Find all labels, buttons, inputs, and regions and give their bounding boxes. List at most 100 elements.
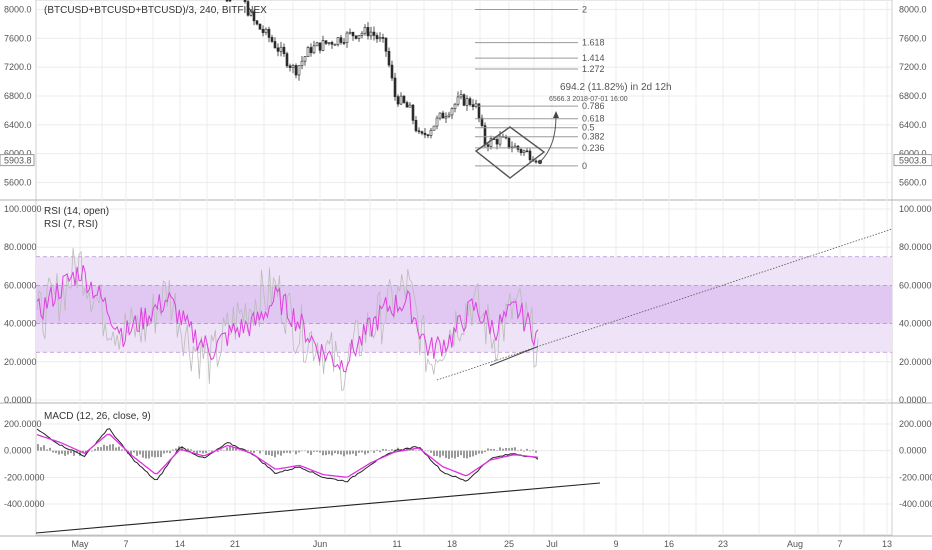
macd-hist-bar: [343, 450, 345, 457]
candle-body: [474, 103, 478, 107]
measure-subtext: 6566.3 2018-07-01 16:00: [549, 96, 628, 103]
rsi-tick-left: 0.0000: [4, 395, 32, 405]
macd-hist-bar: [502, 448, 504, 451]
measure-text: 694.2 (11.82%) in 2d 12h: [560, 82, 672, 93]
macd-hist-bar: [58, 450, 60, 455]
x-tick-label: 7: [837, 539, 842, 549]
price-tick-right: 6000.0: [899, 149, 927, 159]
rsi-tick-right: 0.0000: [899, 395, 927, 405]
candle-body: [423, 132, 427, 136]
macd-hist-bar: [388, 450, 390, 451]
candle-body: [336, 37, 340, 45]
fib-label: 0.5: [582, 123, 595, 133]
macd-hist-bar: [208, 450, 210, 452]
macd-hist-bar: [175, 448, 177, 451]
candle-body: [333, 44, 337, 46]
macd-hist-bar: [304, 450, 306, 452]
macd-hist-bar: [511, 447, 513, 451]
macd-tick-left: -200.0000: [4, 472, 45, 482]
price-tick-left: 7200.0: [4, 62, 32, 72]
macd-hist-bar: [220, 449, 222, 451]
macd-hist-bar: [76, 450, 78, 453]
candle-body: [387, 50, 391, 66]
macd-hist-bar: [259, 450, 261, 454]
candle-body: [453, 103, 457, 109]
macd-hist-bar: [172, 449, 174, 451]
macd-hist-bar: [448, 450, 450, 459]
candle-body: [411, 104, 415, 121]
macd-tick-left: -400.0000: [4, 499, 45, 509]
rsi-tick-left: 100.0000: [4, 204, 42, 214]
candle-body: [309, 47, 313, 54]
price-tick-right: 5600.0: [899, 178, 927, 188]
rsi-title-2[interactable]: RSI (7, RSI): [44, 219, 98, 230]
macd-hist-bar: [451, 450, 453, 458]
macd-hist-bar: [283, 450, 285, 454]
candle-body: [534, 160, 538, 163]
candle-body: [432, 125, 436, 131]
macd-hist-bar: [376, 449, 378, 451]
macd-hist-bar: [412, 449, 414, 451]
macd-hist-bar: [103, 444, 105, 451]
candle-body: [513, 145, 517, 148]
candle-body: [462, 94, 466, 106]
rsi-tick-right: 100.0000: [899, 204, 932, 214]
candle-body: [303, 56, 307, 62]
macd-hist-bar: [295, 450, 297, 455]
candle-body: [243, 0, 247, 2]
macd-hist-bar: [52, 450, 54, 453]
macd-hist-bar: [187, 448, 189, 451]
candle-body: [255, 20, 259, 25]
candle-body: [273, 41, 277, 49]
macd-hist-bar: [322, 450, 324, 456]
candle-body: [315, 42, 319, 47]
macd-hist-bar: [481, 450, 483, 454]
macd-hist-bar: [94, 448, 96, 451]
macd-hist-bar: [277, 450, 279, 455]
candle-body: [471, 104, 475, 107]
candle-body: [396, 96, 400, 105]
x-tick-label: 9: [613, 539, 618, 549]
candle-body: [294, 65, 298, 76]
macd-hist-bar: [433, 450, 435, 456]
macd-hist-bar: [391, 449, 393, 451]
candle-body: [285, 53, 289, 67]
macd-hist-bar: [517, 450, 519, 452]
macd-hist-bar: [271, 450, 273, 456]
macd-hist-bar: [406, 447, 408, 451]
candle-body: [318, 42, 322, 51]
macd-hist-bar: [166, 450, 168, 453]
candle-body: [351, 31, 355, 37]
macd-hist-bar: [361, 450, 363, 453]
price-tick-right: 7200.0: [899, 62, 927, 72]
macd-hist-bar: [313, 450, 315, 452]
macd-hist-bar: [43, 445, 45, 451]
fib-label: 1.618: [582, 38, 605, 48]
rsi-tick-right: 20.0000: [899, 357, 932, 367]
x-tick-label: 13: [882, 539, 892, 549]
rsi-tick-right: 60.0000: [899, 280, 932, 290]
macd-hist-bar: [445, 450, 447, 458]
macd-hist-bar: [457, 450, 459, 457]
rsi-title-1[interactable]: RSI (14, open): [44, 206, 109, 217]
macd-hist-bar: [97, 446, 99, 451]
macd-hist-bar: [373, 450, 375, 453]
candle-body: [405, 102, 409, 108]
candle-body: [459, 94, 463, 98]
macd-hist-bar: [319, 450, 321, 453]
candle-body: [444, 116, 448, 119]
macd-hist-bar: [247, 449, 249, 451]
macd-hist-bar: [514, 447, 516, 451]
symbol-title[interactable]: (BTCUSD+BTCUSD+BTCUSD)/3, 240, BITFINEX: [44, 5, 267, 16]
macd-hist-bar: [352, 450, 354, 454]
axis-labels: May 7 14 21 Jun 11 18 25 Jul 9 16 23 Aug 7 13 8000.0 800…: [0, 5, 932, 549]
x-tick-label: 25: [504, 539, 514, 549]
rsi-tick-right: 80.0000: [899, 242, 932, 252]
candle-body: [282, 46, 286, 54]
macd-hist-bar: [235, 447, 237, 451]
macd-tick-right: 0.0000: [899, 446, 927, 456]
macd-title[interactable]: MACD (12, 26, close, 9): [44, 411, 151, 422]
candle-body: [372, 31, 376, 36]
last-price-box-left: [0, 154, 35, 167]
